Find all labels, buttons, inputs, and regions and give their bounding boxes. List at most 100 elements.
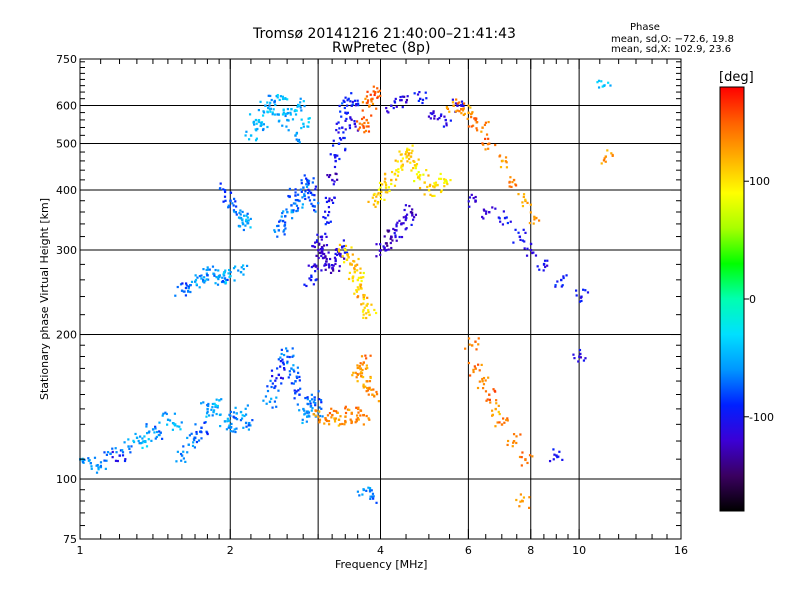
data-point <box>241 222 245 226</box>
data-point <box>207 414 211 417</box>
data-point <box>269 94 272 98</box>
data-point <box>404 153 407 156</box>
data-point <box>219 182 222 185</box>
data-point <box>303 174 306 177</box>
data-point <box>445 124 448 127</box>
data-point <box>376 202 379 205</box>
data-point <box>301 206 304 209</box>
data-point <box>227 426 230 429</box>
data-point <box>373 395 376 398</box>
data-point <box>95 471 99 474</box>
y-tick-labels: 75 100 200 300 400 500 600 750 <box>56 53 77 546</box>
data-point <box>158 433 161 437</box>
data-point <box>318 410 321 413</box>
data-point <box>275 377 278 380</box>
data-point <box>521 201 524 204</box>
data-point <box>415 163 419 166</box>
data-point <box>519 500 522 503</box>
data-point <box>247 424 250 427</box>
data-point <box>351 374 354 377</box>
data-point <box>372 203 375 206</box>
data-point <box>344 407 347 410</box>
data-point <box>322 215 325 219</box>
data-point <box>371 393 374 396</box>
data-point <box>206 266 209 269</box>
data-point <box>288 373 292 376</box>
data-point <box>373 93 376 97</box>
data-point <box>353 292 356 295</box>
data-point <box>242 273 245 276</box>
data-point <box>295 109 298 112</box>
data-point <box>503 421 506 424</box>
data-point <box>445 122 448 125</box>
data-point <box>279 376 283 379</box>
data-point <box>286 107 290 111</box>
data-point <box>187 285 190 289</box>
data-point <box>462 102 466 105</box>
data-point <box>494 425 497 428</box>
data-point <box>153 431 156 434</box>
data-point <box>279 219 282 222</box>
data-point <box>415 173 419 176</box>
data-point <box>224 269 227 272</box>
data-point <box>88 459 91 462</box>
data-point <box>241 218 244 221</box>
data-point <box>562 275 565 278</box>
data-point <box>147 438 150 441</box>
data-point <box>171 428 174 431</box>
data-point <box>387 230 390 233</box>
data-point <box>95 464 98 467</box>
data-point <box>470 125 473 128</box>
data-point <box>222 188 225 191</box>
data-point <box>535 216 538 220</box>
data-point <box>356 269 359 272</box>
data-point <box>141 441 144 444</box>
data-point <box>396 160 399 163</box>
data-point <box>505 161 508 164</box>
data-point <box>341 102 344 105</box>
data-point <box>377 90 380 93</box>
data-point <box>526 247 529 250</box>
data-point <box>266 389 270 393</box>
data-point <box>255 137 258 140</box>
colorbar-tick-label: 100 <box>749 175 770 188</box>
data-point <box>355 102 358 106</box>
data-point <box>294 392 297 395</box>
data-point <box>361 493 364 496</box>
data-point <box>259 124 262 127</box>
data-point <box>349 263 352 266</box>
data-point <box>244 134 247 137</box>
data-point <box>413 179 416 183</box>
data-point <box>553 453 556 456</box>
data-point <box>292 202 296 205</box>
data-point <box>290 204 293 207</box>
data-point <box>378 89 381 92</box>
data-point <box>358 494 361 497</box>
data-point <box>374 91 377 94</box>
data-point <box>214 282 217 285</box>
data-point <box>395 225 398 228</box>
data-point <box>462 107 465 110</box>
data-point <box>364 129 368 133</box>
data-point <box>422 173 425 176</box>
data-point <box>93 456 97 459</box>
data-point <box>536 265 539 268</box>
data-point <box>179 428 182 431</box>
data-point <box>308 117 311 120</box>
data-point <box>344 405 347 408</box>
data-point <box>449 178 452 182</box>
data-point <box>518 505 521 508</box>
data-point <box>145 445 149 448</box>
data-point <box>173 424 177 427</box>
data-point <box>310 202 313 205</box>
data-point <box>254 118 258 122</box>
data-point <box>356 99 359 102</box>
data-point <box>401 95 404 98</box>
data-point <box>444 178 447 182</box>
data-point <box>245 218 248 221</box>
data-point <box>357 104 360 107</box>
data-point <box>522 496 526 499</box>
data-point <box>194 278 198 282</box>
data-point <box>597 86 601 89</box>
data-point <box>310 409 313 412</box>
